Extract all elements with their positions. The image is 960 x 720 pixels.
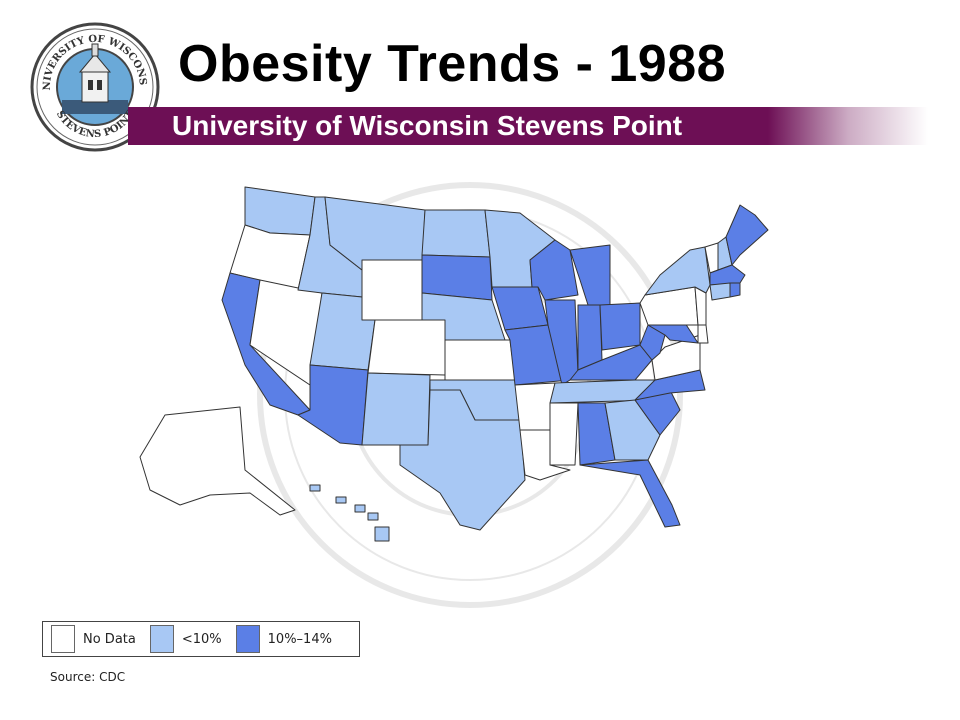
state-hi xyxy=(309,484,390,542)
page-subtitle: University of Wisconsin Stevens Point xyxy=(172,110,683,141)
state-de xyxy=(697,324,709,344)
state-ak xyxy=(139,406,296,516)
state-sd xyxy=(421,254,493,301)
state-ny xyxy=(644,246,711,296)
legend-item-10-14: 10%–14% xyxy=(235,625,332,653)
legend-swatch-no-data xyxy=(51,625,75,653)
state-me xyxy=(725,204,769,266)
state-ma xyxy=(709,264,746,286)
title-band xyxy=(128,107,928,145)
state-nd xyxy=(421,209,491,258)
state-wv xyxy=(639,324,666,361)
university-seal-logo: UNIVERSITY OF WISCONSIN STEVENS POINT xyxy=(30,22,160,152)
state-wy xyxy=(361,259,423,321)
legend-label-10-14: 10%–14% xyxy=(267,631,332,647)
state-wi xyxy=(529,239,579,301)
source-note: Source: CDC xyxy=(50,670,126,684)
state-ar xyxy=(514,382,556,431)
state-ga xyxy=(604,399,661,461)
state-ms xyxy=(549,402,579,466)
state-az xyxy=(297,364,369,446)
state-in xyxy=(577,304,603,371)
state-ct xyxy=(709,282,731,301)
legend-swatch-lt10 xyxy=(149,625,174,653)
state-oh xyxy=(599,302,641,351)
map-legend: No Data <10% 10%–14% xyxy=(42,621,360,657)
state-co xyxy=(367,319,446,376)
legend-label-lt10: <10% xyxy=(181,631,222,647)
state-nm xyxy=(361,372,431,446)
state-ia xyxy=(491,286,549,331)
us-obesity-map xyxy=(139,186,769,542)
state-tx xyxy=(399,389,526,531)
state-va xyxy=(651,334,701,381)
state-fl xyxy=(579,459,681,528)
state-ks xyxy=(444,339,516,381)
legend-label-no-data: No Data xyxy=(83,631,136,647)
page-title: Obesity Trends - 1988 xyxy=(178,35,727,93)
state-wa xyxy=(244,186,316,236)
legend-item-lt10: <10% xyxy=(149,625,222,653)
state-ri xyxy=(729,282,741,298)
state-mi xyxy=(569,244,611,306)
legend-swatch-10-14 xyxy=(235,625,260,653)
legend-item-no-data: No Data xyxy=(51,625,136,653)
